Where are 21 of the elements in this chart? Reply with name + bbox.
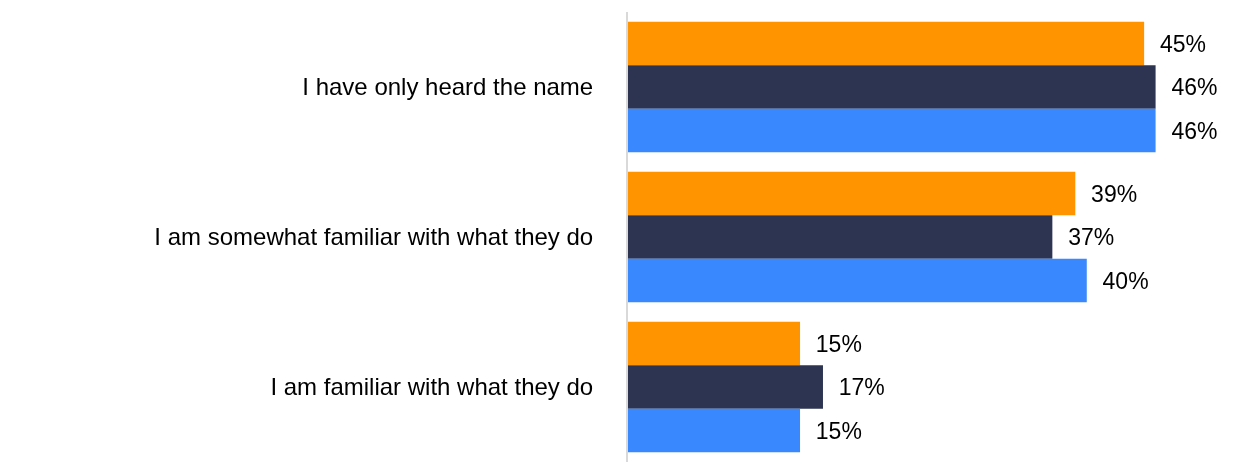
bar bbox=[628, 65, 1156, 109]
data-label: 37% bbox=[1055, 224, 1115, 250]
data-label: 46% bbox=[1158, 117, 1218, 144]
bar bbox=[628, 365, 823, 409]
data-label: 15% bbox=[803, 330, 862, 357]
bar bbox=[628, 21, 1145, 66]
data-label: 39% bbox=[1078, 180, 1138, 207]
bar bbox=[628, 321, 801, 366]
data-label: 45% bbox=[1147, 30, 1206, 57]
data-label: 46% bbox=[1158, 74, 1218, 100]
data-label: 17% bbox=[825, 374, 885, 400]
bar bbox=[628, 171, 1076, 216]
y-tick-label: I am somewhat familiar with what they do bbox=[154, 223, 594, 251]
bar bbox=[628, 258, 1087, 303]
bar bbox=[628, 408, 801, 453]
bar bbox=[628, 108, 1156, 153]
y-tick-label: I am familiar with what they do bbox=[270, 373, 594, 401]
data-label: 40% bbox=[1089, 267, 1149, 294]
y-tick-label: I have only heard the name bbox=[302, 73, 594, 101]
data-label: 15% bbox=[803, 417, 862, 444]
bar bbox=[628, 215, 1053, 259]
